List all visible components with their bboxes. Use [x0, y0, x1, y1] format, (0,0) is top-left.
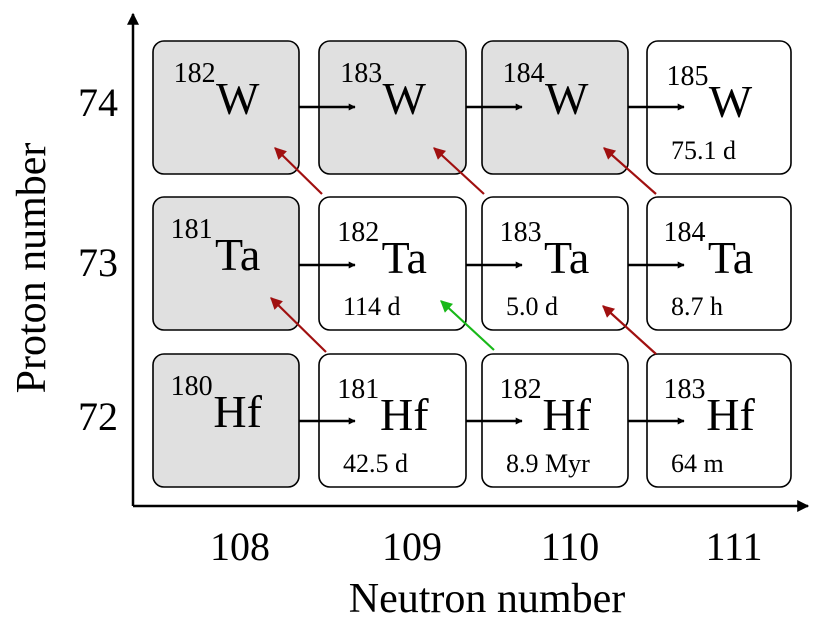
x-tick-label: 111: [705, 524, 762, 569]
half-life: 42.5 d: [343, 449, 408, 478]
half-life: 8.9 Myr: [506, 449, 590, 478]
beta-decay-arrow: [274, 147, 323, 195]
half-life: 5.0 d: [506, 292, 558, 321]
beta-decay-arrow: [270, 297, 327, 353]
mass-number: 183: [500, 217, 542, 248]
beta-decay-arrow: [603, 147, 657, 195]
y-tick-label: 74: [78, 80, 118, 125]
element-symbol: Ta: [708, 232, 753, 283]
half-life: 8.7 h: [671, 292, 723, 321]
mass-number: 181: [337, 374, 379, 405]
element-symbol: W: [383, 73, 427, 124]
element-symbol: Ta: [215, 229, 260, 280]
mass-number: 183: [340, 58, 382, 89]
element-symbol: Ta: [382, 232, 427, 283]
element-symbol: W: [216, 73, 260, 124]
half-life: 75.1 d: [671, 136, 736, 165]
cell-box: [481, 196, 629, 331]
y-axis-title: Proton number: [9, 143, 55, 394]
mass-number: 182: [337, 217, 379, 248]
element-symbol: W: [545, 73, 589, 124]
half-life: 64 m: [671, 449, 724, 478]
x-axis-title: Neutron number: [349, 576, 625, 618]
mass-number: 180: [171, 371, 213, 402]
element-symbol: Hf: [213, 386, 262, 437]
element-symbol: Hf: [542, 389, 591, 440]
mass-number: 183: [664, 374, 706, 405]
beta-decay-arrow: [602, 305, 657, 355]
x-tick-label: 109: [382, 524, 442, 569]
y-tick-label: 73: [78, 240, 118, 285]
mass-number: 184: [503, 58, 545, 89]
mass-number: 182: [500, 374, 542, 405]
element-symbol: Ta: [544, 232, 589, 283]
cell-box: [646, 196, 792, 331]
mass-number: 181: [171, 214, 213, 245]
x-tick-label: 110: [541, 524, 600, 569]
y-tick-label: 72: [78, 394, 118, 439]
x-tick-label: 108: [210, 524, 270, 569]
mass-number: 184: [664, 217, 706, 248]
cell-box: [318, 196, 467, 331]
beta-decay-arrow: [433, 147, 485, 195]
mass-number: 185: [667, 61, 709, 92]
mass-number: 182: [174, 58, 216, 89]
element-symbol: Hf: [706, 389, 755, 440]
green-decay-arrow: [440, 300, 495, 351]
cell-box: [152, 196, 300, 331]
element-symbol: W: [709, 76, 753, 127]
half-life: 114 d: [343, 292, 401, 321]
element-symbol: Hf: [380, 389, 429, 440]
